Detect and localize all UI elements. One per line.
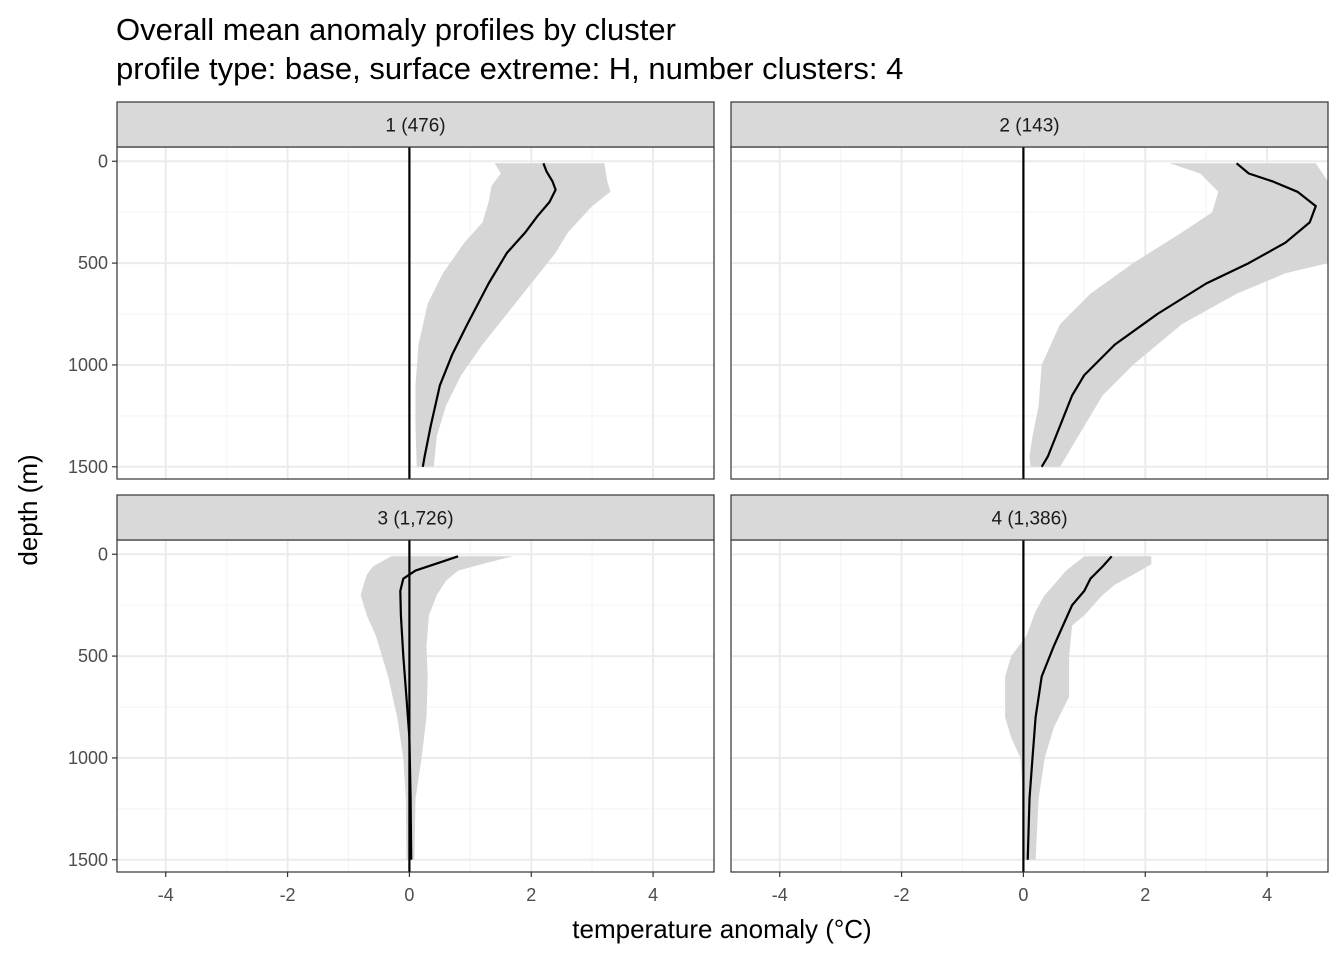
x-tick-label: 4 xyxy=(1262,885,1272,905)
y-tick-label: 500 xyxy=(78,253,108,273)
x-tick-label: 0 xyxy=(1018,885,1028,905)
panel-background xyxy=(117,147,714,479)
facet-panel-2: 2 (143) xyxy=(730,101,1329,480)
facet-panel-4: 4 (1,386) -4 -2 0 2 4 xyxy=(730,494,1329,905)
facet-strip xyxy=(116,101,715,148)
mean-profile-line xyxy=(399,555,459,860)
facet-strip-label: 3 (1,726) xyxy=(377,509,453,530)
facet-strip xyxy=(116,494,715,541)
confidence-ribbon xyxy=(415,163,611,467)
panel-data-layer xyxy=(1005,540,1152,872)
facet-panel-3: 3 (1,726) 0 500 1000 1500 -4 -2 0 2 4 xyxy=(68,494,715,905)
x-tick-label: 2 xyxy=(526,885,536,905)
y-tick-label: 1500 xyxy=(68,457,108,477)
y-tick-label: 500 xyxy=(78,646,108,666)
confidence-ribbon xyxy=(360,556,513,860)
x-tick-label: 2 xyxy=(1140,885,1150,905)
y-tick-label: 1000 xyxy=(68,748,108,768)
y-tick-label: 1000 xyxy=(68,355,108,375)
panel-data-layer xyxy=(360,540,513,872)
facet-strip-label: 4 (1,386) xyxy=(991,509,1067,530)
facet-strip xyxy=(730,101,1329,148)
mean-profile-line xyxy=(1026,555,1113,860)
chart-subtitle: profile type: base, surface extreme: H, … xyxy=(116,51,903,86)
y-tick-label: 0 xyxy=(98,544,108,564)
confidence-ribbon xyxy=(1005,556,1152,860)
panel-data-layer xyxy=(1022,147,1328,479)
facet-panel-1: 1 (476) 0 500 1000 1500 xyxy=(68,101,715,480)
chart-title: Overall mean anomaly profiles by cluster xyxy=(116,12,676,47)
mean-profile-line xyxy=(1040,162,1317,468)
x-tick-label: 0 xyxy=(404,885,414,905)
x-tick-label: -4 xyxy=(772,885,788,905)
y-axis-title: depth (m) xyxy=(13,454,43,565)
x-tick-label: -4 xyxy=(158,885,174,905)
x-axis-title: temperature anomaly (°C) xyxy=(572,914,871,944)
facet-strip-label: 1 (476) xyxy=(385,116,445,137)
x-tick-label: -2 xyxy=(280,885,296,905)
facet-strip-label: 2 (143) xyxy=(999,116,1059,137)
confidence-ribbon xyxy=(1029,163,1328,467)
x-tick-label: 4 xyxy=(648,885,658,905)
y-tick-label: 1500 xyxy=(68,850,108,870)
x-tick-label: -2 xyxy=(894,885,910,905)
panel-data-layer xyxy=(408,147,611,479)
y-tick-label: 0 xyxy=(98,151,108,171)
facet-strip xyxy=(730,494,1329,541)
mean-profile-line xyxy=(421,162,557,467)
